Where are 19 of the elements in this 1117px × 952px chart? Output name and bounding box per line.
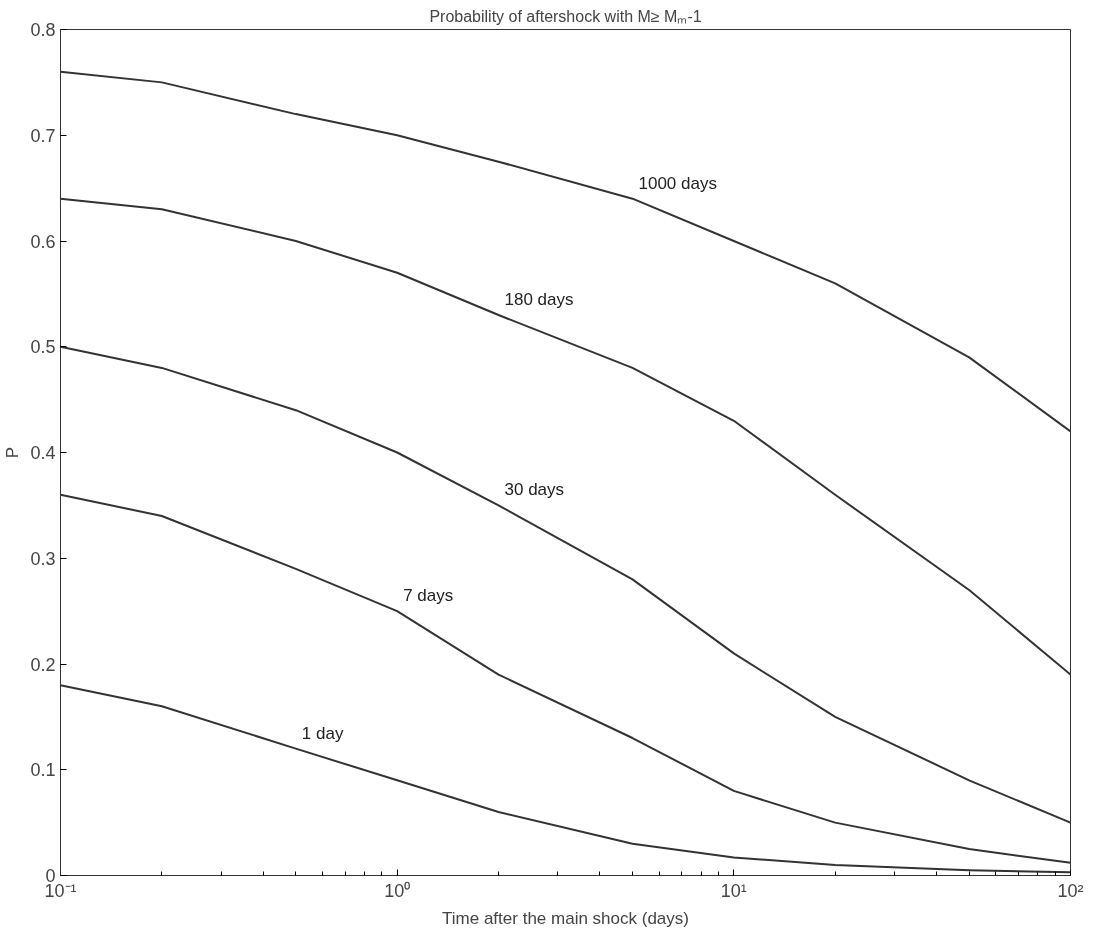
x-axis-title: Time after the main shock (days)	[442, 908, 689, 928]
y-tick-label: 0.6	[30, 231, 56, 252]
annotation: 30 days	[504, 480, 565, 500]
annotation: 180 days	[504, 290, 574, 310]
y-tick-label: 0.4	[30, 443, 56, 463]
y-tick-label: 0.5	[30, 337, 56, 358]
annotation: 7 days	[403, 586, 454, 606]
annotation: 1 day	[301, 723, 344, 743]
x-tick-label: 10⁰	[384, 880, 411, 901]
y-tick-label: 0.1	[30, 760, 56, 781]
y-tick-label: 0.3	[30, 548, 56, 569]
x-tick-label: 10²	[1057, 880, 1084, 901]
y-axis-title: P	[3, 446, 23, 459]
chart-title: Probability of aftershock with M≥ Mₘ-1	[429, 7, 702, 25]
y-tick-label: 0.8	[30, 20, 56, 40]
y-tick-label: 0.2	[30, 654, 56, 675]
y-tick-label: 0.7	[30, 125, 56, 146]
annotation: 1000 days	[638, 173, 717, 193]
x-tick-label: 10¹	[720, 880, 747, 901]
